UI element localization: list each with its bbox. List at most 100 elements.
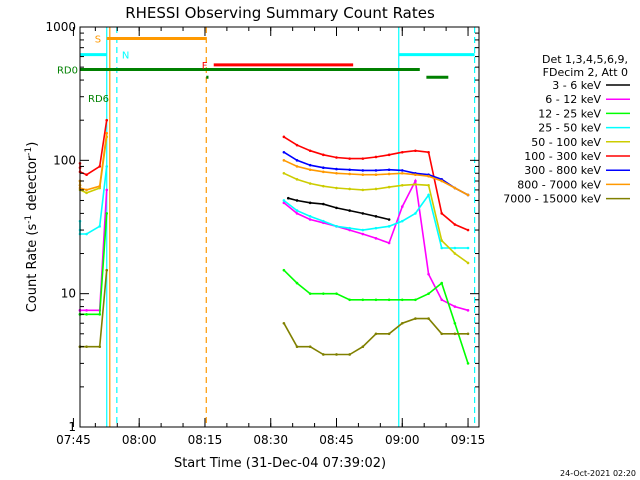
axes: 1 10 100 1000 07:45 08:00 08:15 08:30 08:45 09:00… — [45, 20, 485, 447]
series-point-1-1-0 — [282, 201, 286, 205]
series-point-8-1-3 — [322, 353, 325, 356]
x-tick-label-0: 07:45 — [56, 433, 91, 447]
series-point-8-1-2 — [308, 345, 312, 349]
series-point-4-1-13 — [453, 252, 457, 255]
series-point-6-0-5 — [348, 168, 351, 172]
series-point-3-1-6 — [361, 228, 365, 232]
legend-label-6: 300 - 800 keV — [524, 164, 601, 177]
series-point-4-1-10 — [414, 183, 417, 186]
y-axis-label-part-3: ) — [25, 142, 40, 147]
legend-label-7: 800 - 7000 keV — [517, 178, 601, 191]
legend-header-0: Det 1,3,4,5,6,9, — [542, 53, 628, 66]
series-point-4-1-12 — [440, 239, 444, 242]
series-point-5-1-0 — [282, 135, 286, 139]
series-point-3-1-12 — [440, 246, 444, 250]
y-axis-label-sup-1: -1 — [24, 215, 34, 224]
series-point-5-1-11 — [427, 150, 430, 154]
series-point-5-1-14 — [466, 228, 470, 232]
series-point-7-1-9 — [400, 171, 404, 175]
annotation-label-0: S — [95, 34, 101, 45]
series-point-2-1-0 — [282, 268, 286, 272]
series-point-2-1-10 — [414, 298, 417, 302]
series-point-4-1-0 — [282, 171, 286, 175]
plot-frame — [79, 26, 480, 428]
series-point-0-0-2 — [308, 201, 312, 205]
series-point-4-1-2 — [308, 182, 312, 185]
series-point-4-1-9 — [400, 183, 404, 187]
legend-label-8: 7000 - 15000 keV — [503, 193, 601, 206]
series-point-7-0-5 — [105, 131, 109, 135]
series-point-5-1-5 — [348, 157, 351, 160]
series-point-5-0-4 — [98, 165, 102, 168]
legend: Det 1,3,4,5,6,9,FDecim 2, Att 03 - 6 keV… — [503, 53, 630, 206]
series-point-1-1-12 — [440, 298, 444, 302]
series-point-5-1-2 — [308, 149, 312, 153]
series-point-6-0-2 — [308, 163, 312, 167]
series-point-1-1-7 — [374, 237, 378, 240]
series-point-1-1-10 — [414, 179, 417, 183]
series-point-8-1-4 — [335, 353, 338, 356]
series-point-2-1-9 — [400, 298, 404, 302]
series-point-4-1-11 — [427, 183, 430, 187]
series-point-2-1-12 — [440, 281, 444, 285]
series-point-6-0-6 — [361, 169, 365, 172]
series-point-8-1-0 — [282, 321, 286, 325]
series-point-3-1-7 — [374, 226, 378, 230]
series-point-1-1-14 — [466, 309, 470, 312]
series-point-7-1-6 — [361, 173, 365, 177]
series-point-8-1-1 — [295, 345, 299, 349]
series-point-5-1-7 — [374, 155, 378, 159]
series-point-2-1-3 — [322, 292, 325, 295]
series-point-6-0-1 — [295, 159, 299, 162]
x-tick-label-3: 08:30 — [253, 433, 288, 447]
x-tick-label-2: 08:15 — [188, 433, 223, 447]
x-tick-label-5: 09:00 — [385, 433, 420, 447]
series-point-3-1-8 — [387, 225, 391, 228]
series-point-5-1-9 — [400, 150, 404, 154]
x-axis-label: Start Time (31-Dec-04 07:39:02) — [174, 456, 386, 471]
series-point-2-1-1 — [295, 281, 299, 285]
series-point-3-1-1 — [295, 209, 299, 212]
series-point-5-1-3 — [322, 153, 325, 157]
series-point-0-0-4 — [335, 206, 338, 210]
series-point-3-1-13 — [453, 246, 457, 250]
series-point-8-1-6 — [361, 345, 365, 349]
series-point-8-1-12 — [440, 332, 444, 336]
series-point-8-1-14 — [466, 332, 470, 336]
series-point-4-1-1 — [295, 178, 299, 181]
series-point-5-1-1 — [295, 143, 299, 147]
series-point-1-1-9 — [400, 205, 404, 208]
legend-label-1: 6 - 12 keV — [545, 93, 601, 106]
legend-label-0: 3 - 6 keV — [552, 79, 601, 92]
series-point-4-1-7 — [374, 187, 378, 191]
series-point-1-1-11 — [427, 272, 430, 276]
series-line-1-0 — [80, 189, 108, 312]
series-point-3-1-14 — [466, 246, 470, 250]
series-point-8-1-9 — [400, 321, 404, 325]
series-point-0-0-3 — [322, 202, 325, 206]
series-point-3-1-4 — [335, 225, 338, 228]
series-point-2-1-4 — [335, 292, 338, 295]
series-point-4-1-4 — [335, 186, 338, 190]
series-point-0-0-8 — [387, 218, 391, 221]
series-point-5-1-10 — [414, 149, 417, 153]
series-point-1-1-2 — [308, 218, 312, 221]
series-point-2-1-14 — [466, 362, 470, 365]
series-point-4-1-8 — [387, 185, 391, 189]
series-point-0-0-0 — [286, 196, 290, 200]
y-tick-label-3: 1000 — [45, 20, 76, 34]
series-point-8-1-7 — [374, 332, 378, 336]
series-point-7-0-4 — [98, 184, 102, 188]
legend-label-2: 12 - 25 keV — [538, 107, 601, 120]
y-tick-label-0: 1 — [68, 420, 76, 434]
y-axis-label-part-2: detector — [25, 155, 40, 215]
series-point-3-1-11 — [427, 193, 430, 197]
series-point-2-1-11 — [427, 292, 430, 295]
annotation-label-2: F — [202, 61, 208, 72]
series-point-4-1-6 — [361, 188, 365, 192]
series-point-8-0-3 — [85, 345, 88, 349]
annotation-label-3: RD0 — [57, 66, 78, 77]
series-point-7-1-1 — [295, 165, 299, 168]
legend-label-4: 50 - 100 keV — [531, 136, 601, 149]
